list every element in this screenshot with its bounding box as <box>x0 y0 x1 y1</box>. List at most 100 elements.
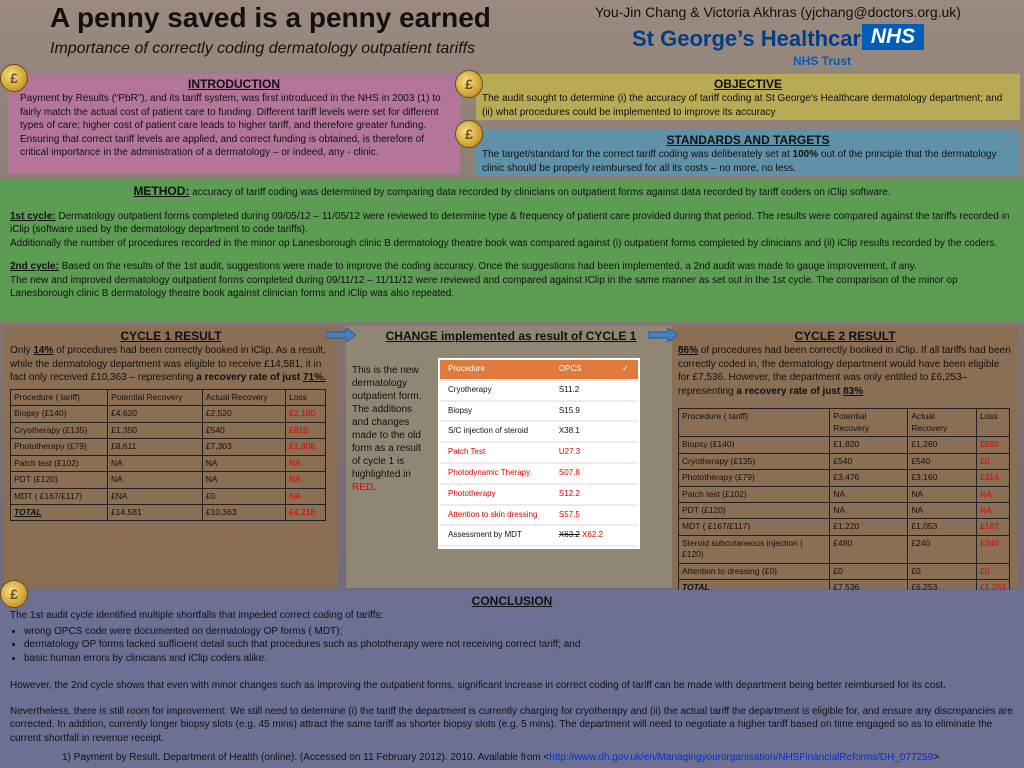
table-cell: Phototherapy <box>440 483 551 506</box>
table-cell: NA <box>975 485 1011 504</box>
table-cell: TOTAL <box>9 503 109 522</box>
standards-heading: STANDARDS AND TARGETS <box>666 133 830 147</box>
table-row: S/C injection of steroid X38.1 <box>440 421 638 444</box>
coin-icon: £ <box>455 120 483 148</box>
table-cell: £0 <box>975 452 1011 471</box>
table-cell: Biopsy <box>440 400 551 423</box>
poster-title: A penny saved is a penny earned <box>50 2 491 33</box>
table-cell: Phototherapy (£79) <box>677 469 831 487</box>
method-cycle1-extra: Additionally the number of procedures re… <box>10 237 998 249</box>
table-cell: £0 <box>907 562 977 581</box>
cycle1-table: Procedure ( tariff) Potential Recovery A… <box>9 388 326 522</box>
table-row: Biopsy (£140) £4,620 £2,520 £2,100 <box>9 405 326 423</box>
table-cell: S07.8 <box>550 462 615 485</box>
table-cell: Attention to dressing (£0) <box>677 562 831 581</box>
table-cell: £240 <box>975 534 1011 564</box>
method-cycle2: 2nd cycle: Based on the results of the 1… <box>10 261 917 272</box>
list-item: wrong OPCS code were documented on derma… <box>24 625 1014 639</box>
column-header: Procedure <box>440 360 551 381</box>
conclusion-lead: The 1st audit cycle identified multiple … <box>10 610 384 622</box>
table-cell: £1,820 <box>829 436 909 454</box>
table-row: TOTAL £14,581 £10,363 £4,218 <box>9 503 326 522</box>
table-cell: Attention to skin dressing <box>440 504 551 527</box>
table-header-row: Procedure OPCS ✓ <box>440 360 638 381</box>
method-cycle1: 1st cycle: Dermatology outpatient forms … <box>10 210 1010 236</box>
table-cell: Photodynamic Therapy <box>440 462 551 485</box>
table-cell: £3,160 <box>907 469 977 487</box>
table-cell: £0 <box>975 562 1011 581</box>
reference-link[interactable]: http://www.dh.gov.uk/en/Managingyourorga… <box>549 752 934 764</box>
table-cell: £14,581 <box>107 503 203 522</box>
table-row: Patch Test U27.3 <box>440 442 638 464</box>
table-cell <box>614 400 638 423</box>
table-cell: £540 <box>907 452 977 471</box>
table-row: Steroid subcutaneous injection ( £120) £4… <box>677 534 1011 564</box>
table-cell: PDT (£120) <box>677 501 831 520</box>
cycle2-heading: CYCLE 2 RESULT <box>794 329 896 343</box>
table-header-row: Procedure ( tariff) Potential Recovery A… <box>9 388 326 407</box>
table-cell: £480 <box>829 534 909 564</box>
table-cell: Patch test (£102) <box>677 485 831 504</box>
nhs-trust-label: NHS Trust <box>793 54 852 68</box>
poster-subtitle: Importance of correctly coding dermatolo… <box>50 40 476 57</box>
table-cell: Patch Test <box>440 442 551 464</box>
column-header: Actual Recovery <box>907 408 977 438</box>
table-cell: £810 <box>285 421 326 440</box>
table-cell <box>614 525 638 548</box>
table-cell: S11.2 <box>550 379 615 402</box>
column-header: Procedure ( tariff) <box>9 388 109 407</box>
cycle1-heading: CYCLE 1 RESULT <box>120 329 222 343</box>
table-cell: X63.2 X62.2 <box>550 525 615 548</box>
table-cell: Cryotherapy (£135) <box>9 421 109 440</box>
table-row: Photodynamic Therapy S07.8 <box>440 462 638 485</box>
table-cell: Assessment by MDT <box>440 525 551 548</box>
org-name: St George’s Healthcare <box>632 26 874 51</box>
table-row: PDT (£120) NA NA NA <box>677 501 1011 520</box>
table-cell: £10,363 <box>201 503 287 522</box>
conclusion-para: Nevertheless, there is still room for im… <box>10 705 1013 744</box>
cycle2-table: Procedure ( tariff) Potential Recovery A… <box>677 408 1011 597</box>
new-form: Procedure OPCS ✓ Cryotherapy S11.2 Biopsy S… <box>438 358 640 550</box>
table-cell <box>614 442 638 464</box>
standards-text: The target/standard for the correct tari… <box>482 149 997 174</box>
objective-panel: OBJECTIVE The audit sought to determine … <box>476 74 1020 120</box>
introduction-heading: INTRODUCTION <box>188 77 280 91</box>
introduction-text: Payment by Results (“PbR”), and its tari… <box>20 93 441 159</box>
table-cell: Cryotherapy (£135) <box>677 452 831 471</box>
table-cell: NA <box>907 501 977 520</box>
table-cell: £4,620 <box>107 405 203 423</box>
table-row: Attention to dressing (£0) £0 £0 £0 <box>677 562 1011 581</box>
table-cell: S12.2 <box>550 483 615 506</box>
table-header-row: Procedure ( tariff) Potential Recovery A… <box>677 408 1011 438</box>
cycle1-panel: CYCLE 1 RESULT Only 14% of procedures ha… <box>4 326 338 588</box>
authors: You-Jin Chang & Victoria Akhras (yjchang… <box>595 4 961 20</box>
column-header: Procedure ( tariff) <box>677 408 831 438</box>
table-cell <box>614 421 638 444</box>
column-header: Actual Recovery <box>201 388 287 407</box>
table-cell: S/C injection of steroid <box>440 421 551 444</box>
coin-icon: £ <box>0 64 28 92</box>
table-cell: NA <box>975 501 1011 520</box>
table-cell: PDT (£120) <box>9 471 109 489</box>
table-cell: £NA <box>107 487 203 505</box>
objective-text: The audit sought to determine (i) the ac… <box>482 93 1003 118</box>
table-row: Biopsy S15.9 <box>440 400 638 423</box>
table-row: Assessment by MDT X63.2 X62.2 <box>440 525 638 548</box>
table-cell: £3,476 <box>829 469 909 487</box>
coin-icon: £ <box>455 70 483 98</box>
table-row: Cryotherapy (£135) £1,350 £540 £810 <box>9 421 326 440</box>
table-cell: NA <box>285 454 326 473</box>
column-header: OPCS <box>550 360 615 381</box>
reference: 1) Payment by Result. Department of Heal… <box>62 752 940 764</box>
arrow-right-icon <box>648 328 678 342</box>
arrow-right-icon <box>326 328 356 342</box>
table-cell: £1,220 <box>829 518 909 536</box>
table-cell: Patch test (£102) <box>9 454 109 473</box>
table-cell: Biopsy (£140) <box>9 405 109 423</box>
table-cell: NA <box>829 485 909 504</box>
table-cell: £540 <box>201 421 287 440</box>
objective-heading: OBJECTIVE <box>713 77 782 91</box>
table-cell: S57.5 <box>550 504 615 527</box>
table-cell: £167 <box>975 518 1011 536</box>
table-row: Attention to skin dressing S57.5 <box>440 504 638 527</box>
